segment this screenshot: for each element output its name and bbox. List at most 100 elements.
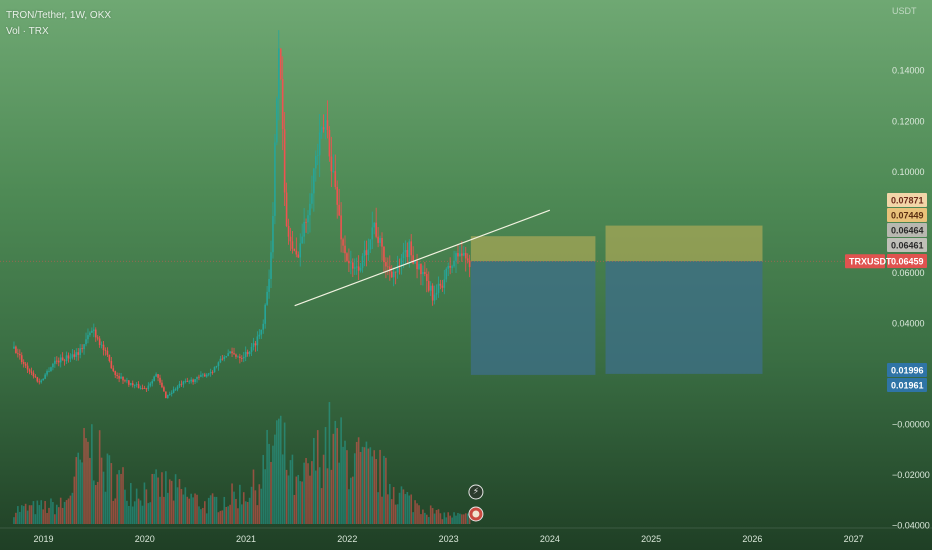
volume-bar — [128, 505, 130, 524]
candle-body — [112, 368, 115, 372]
volume-bar — [377, 492, 379, 524]
volume-bar — [110, 463, 113, 524]
candle-body — [431, 285, 434, 301]
volume-bar — [89, 457, 91, 524]
volume-bar — [416, 503, 418, 524]
candle-body — [466, 258, 469, 261]
candle-body — [63, 360, 66, 362]
candle-body — [81, 348, 83, 350]
candle-body — [256, 336, 259, 346]
volume-bar — [353, 453, 356, 524]
candle-body — [32, 372, 35, 377]
candle-body — [182, 381, 185, 385]
volume-bar — [392, 487, 395, 524]
volume-bar — [390, 499, 393, 524]
symbol-title[interactable]: TRON/Tether, 1W, OKX — [6, 10, 112, 21]
candle-body — [443, 279, 446, 288]
candle-body — [188, 381, 191, 383]
candle-body — [176, 386, 179, 390]
volume-bar — [91, 424, 93, 524]
candle-body — [145, 388, 148, 390]
candle-body — [89, 332, 91, 336]
volume-bar — [441, 519, 444, 524]
candle-body — [379, 237, 381, 243]
candle-body — [301, 236, 303, 244]
candle-body — [69, 357, 72, 359]
stop-zone[interactable] — [470, 261, 596, 375]
volume-bar — [96, 481, 99, 524]
earnings-marker-icon[interactable] — [468, 506, 484, 522]
position-tools[interactable] — [470, 225, 763, 375]
candle-body — [375, 222, 377, 237]
candle-body — [93, 329, 95, 331]
volume-bar — [404, 494, 407, 524]
candle-body — [242, 357, 245, 359]
candle-body — [104, 350, 107, 351]
volume-bar — [338, 462, 340, 524]
volume-bar — [26, 510, 29, 524]
volume-bar — [369, 447, 372, 524]
candle-body — [340, 215, 342, 240]
volume-bar — [346, 450, 348, 524]
profit-zone[interactable] — [605, 225, 763, 262]
candle-body — [385, 262, 387, 267]
y-axis[interactable]: USDT 0.14000 0.12000 0.10000 0.06000 0.04000 −… — [892, 6, 930, 530]
volume-bar — [422, 509, 424, 524]
y-axis-unit-label: USDT — [892, 6, 917, 16]
volume-bar — [424, 512, 426, 524]
stop-zone[interactable] — [605, 261, 763, 374]
volume-bar — [28, 505, 31, 524]
volume-bar — [102, 471, 105, 524]
volume-bar — [248, 497, 251, 524]
volume-indicator-label[interactable]: Vol · TRX — [6, 26, 49, 37]
lightning-marker-icon[interactable]: ⚡ — [468, 484, 484, 500]
volume-bar — [229, 504, 231, 524]
candle-body — [211, 372, 214, 373]
candle-body — [190, 379, 192, 382]
profit-zone[interactable] — [470, 236, 596, 262]
candle-body — [266, 291, 268, 305]
volume-bar — [38, 505, 41, 524]
volume-bar — [15, 512, 17, 524]
volume-bar — [77, 452, 80, 524]
volume-bar — [176, 487, 179, 524]
event-markers[interactable]: ⚡ — [468, 484, 484, 522]
trendline[interactable] — [294, 209, 551, 307]
price-badge-bg — [887, 363, 927, 377]
volume-bar — [239, 484, 241, 524]
candle-body — [334, 171, 337, 187]
candle-body — [262, 323, 265, 330]
volume-bar — [461, 514, 463, 524]
candle-body — [392, 271, 395, 278]
candle-body — [52, 363, 54, 368]
candle-body — [353, 267, 356, 269]
candle-body — [67, 355, 70, 359]
candle-body — [19, 353, 21, 356]
volume-bar — [211, 493, 214, 524]
candle-body — [287, 226, 290, 237]
candle-body — [139, 387, 142, 389]
symbol-badge[interactable]: TRXUSDT — [845, 254, 892, 269]
volume-bar — [285, 469, 288, 524]
candle-body — [351, 262, 354, 269]
volume-bar — [116, 474, 118, 524]
volume-bar — [163, 496, 165, 524]
candle-body — [61, 357, 64, 361]
candle-body — [163, 387, 165, 392]
volume-bar — [256, 505, 259, 524]
volume-bar — [52, 502, 54, 524]
volume-bar — [30, 505, 33, 524]
volume-bar — [287, 475, 290, 524]
candle-body — [186, 380, 189, 382]
candle-body — [447, 265, 450, 269]
x-axis[interactable]: 2019 2020 2021 2022 2023 2024 2025 2026 2027 — [34, 534, 864, 544]
volume-bar — [130, 483, 132, 524]
candle-body — [44, 374, 46, 379]
price-badges: 0.07871 0.07449 0.06464 0.06461 0.06459 0.019… — [845, 193, 927, 392]
price-badge: 0.06461 — [887, 238, 927, 252]
volume-bar — [295, 476, 298, 524]
volume-bar — [451, 517, 453, 524]
candle-body — [268, 278, 270, 292]
volume-bar — [85, 438, 87, 524]
